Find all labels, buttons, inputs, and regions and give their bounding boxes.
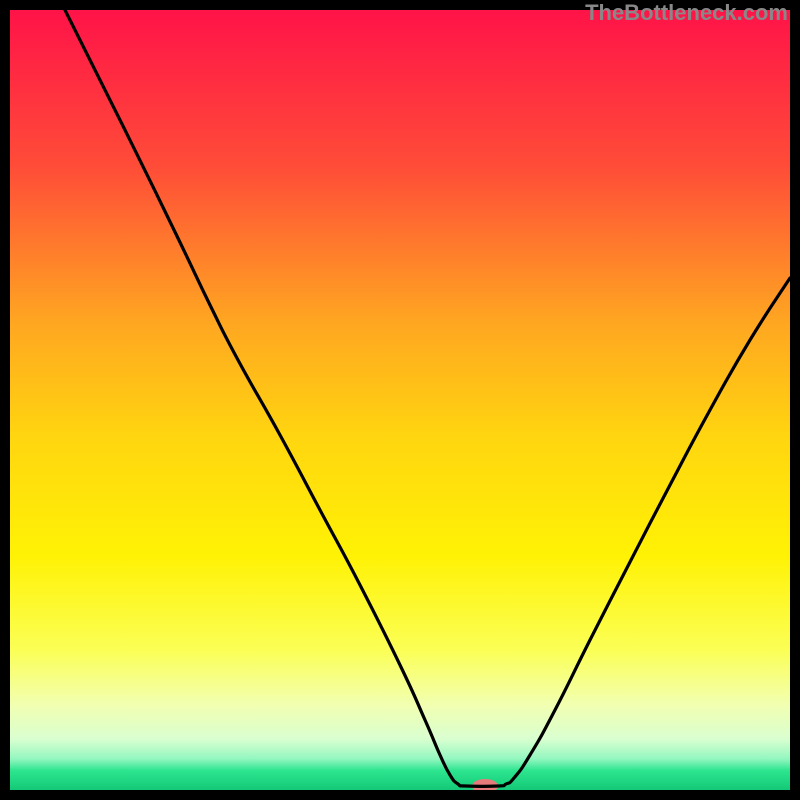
chart-svg: [10, 10, 790, 790]
gradient-background: [10, 10, 790, 790]
bottleneck-chart: [10, 10, 790, 790]
